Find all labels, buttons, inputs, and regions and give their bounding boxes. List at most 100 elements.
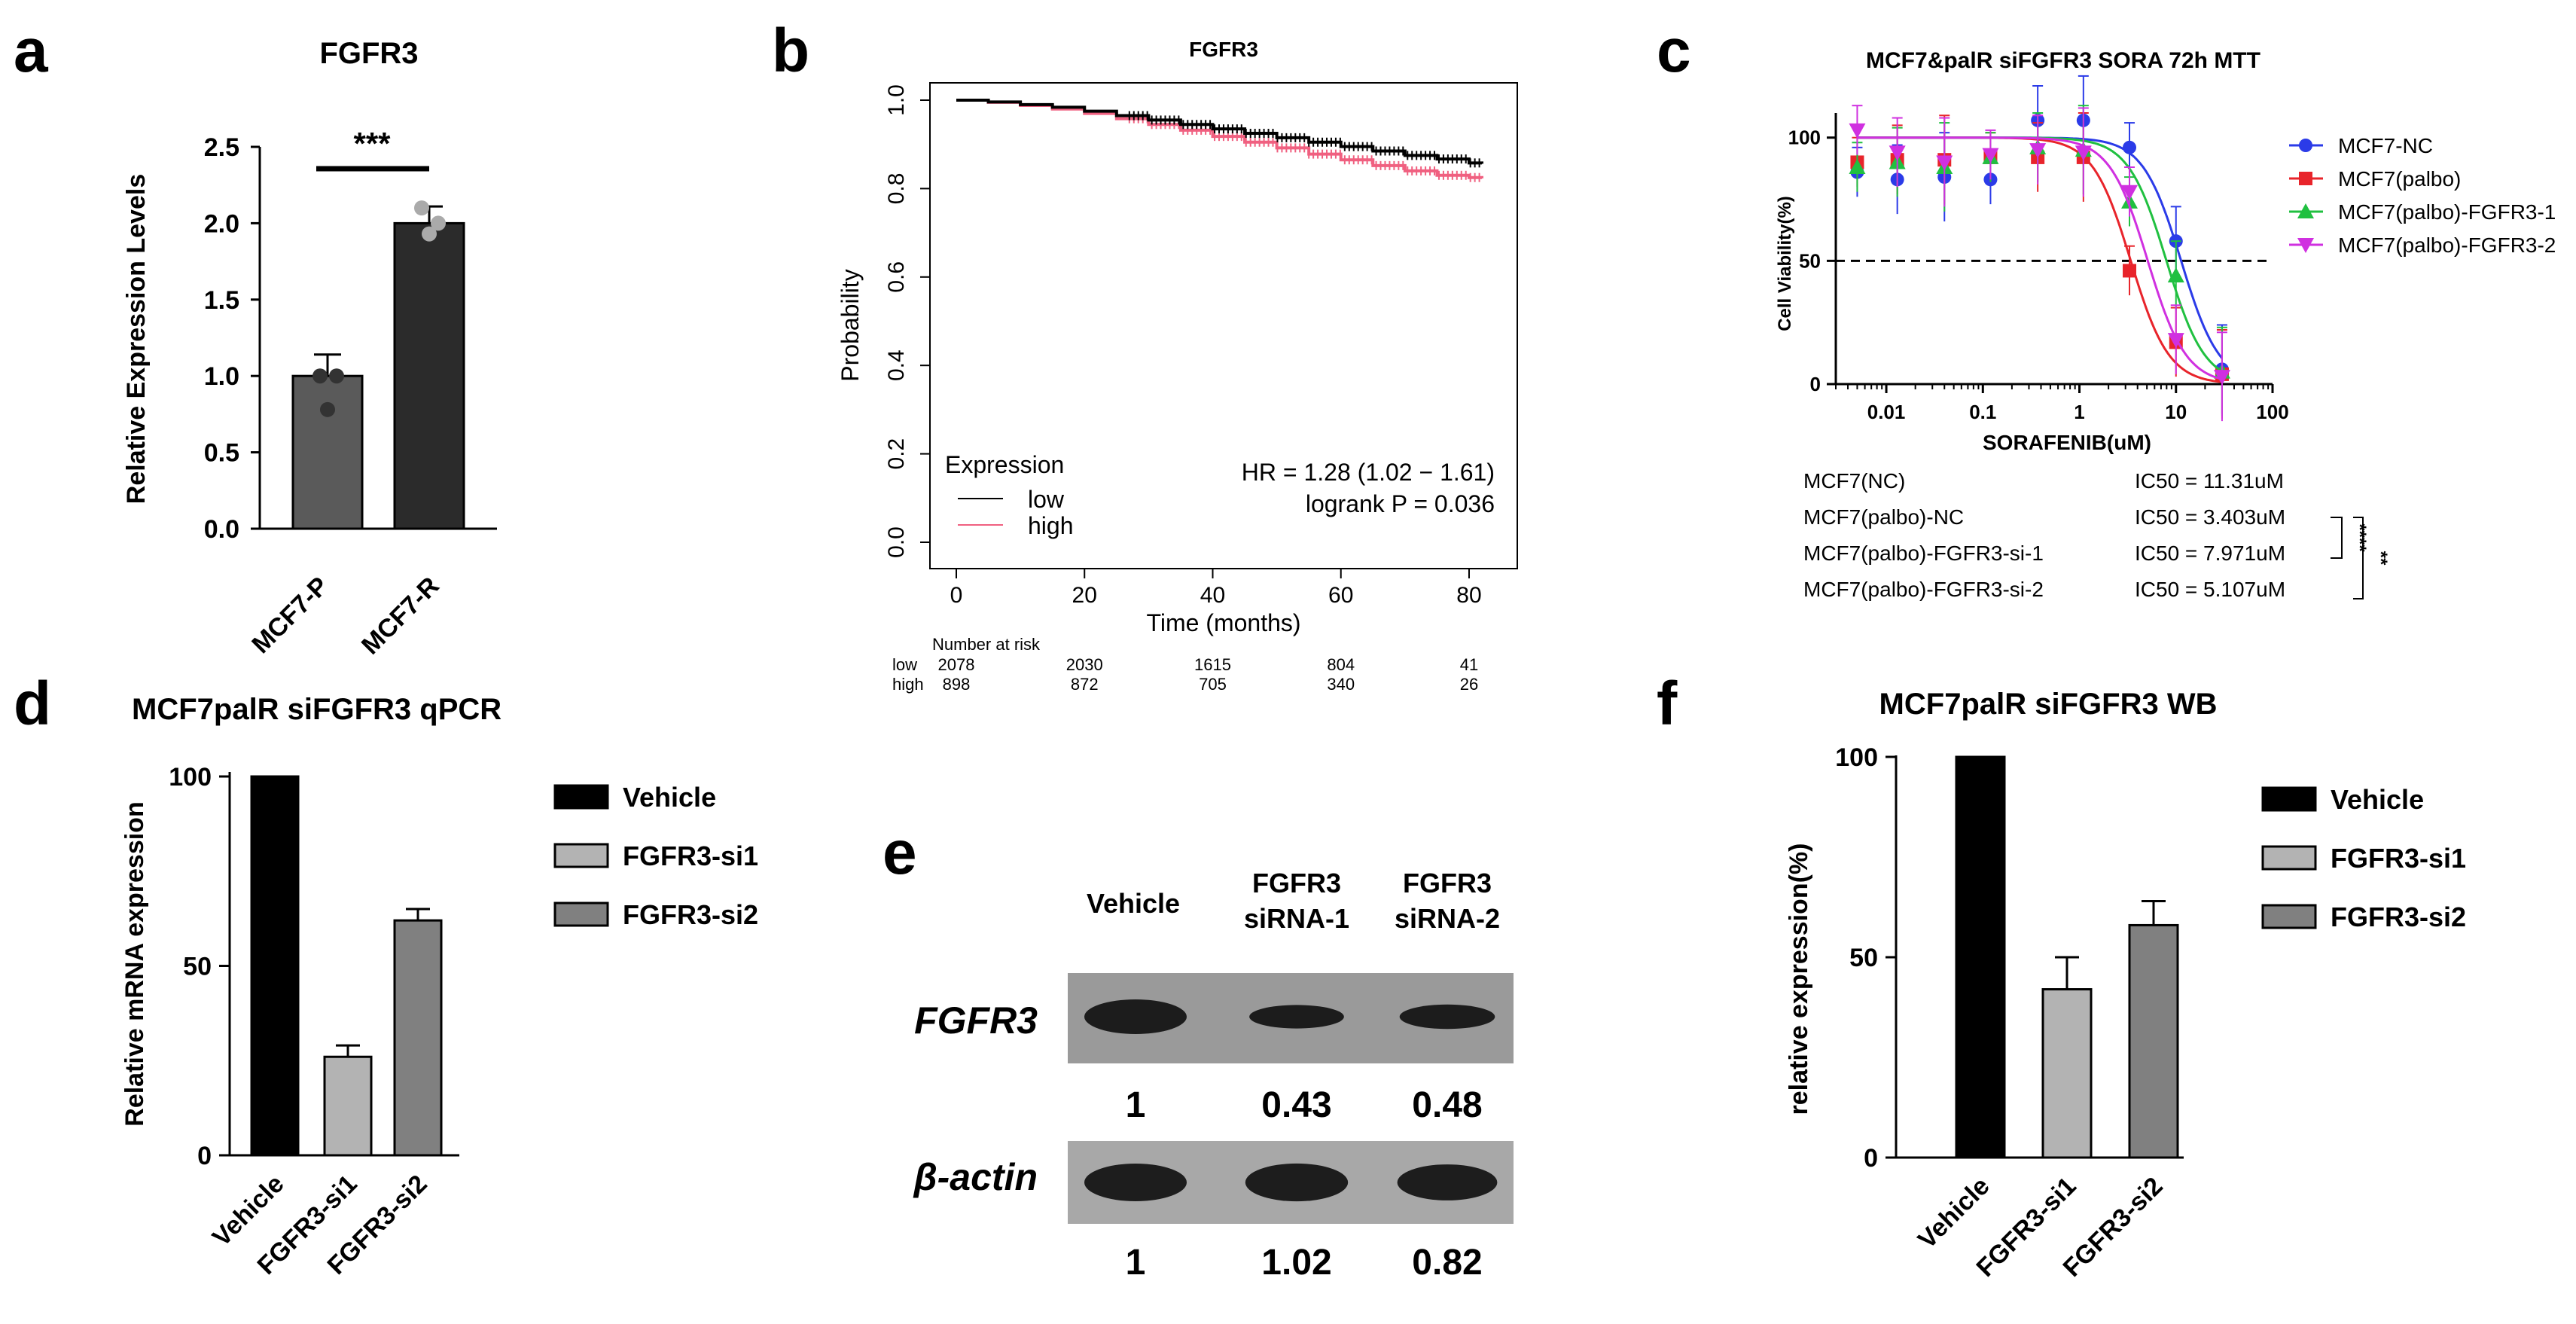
panel-e-band xyxy=(1249,1005,1344,1029)
panel-a-title: FGFR3 xyxy=(319,37,418,70)
panel-c-legend-label: MCF7-NC xyxy=(2338,134,2433,157)
panel-c-point xyxy=(2167,333,2184,349)
panel-c-point xyxy=(2297,238,2314,253)
panel-e-col-2-line1: FGFR3 xyxy=(1403,868,1492,898)
panel-b-ylabel: Probability xyxy=(837,269,864,381)
panel-a-ytick-label: 0.5 xyxy=(204,439,239,468)
panel-f-title: MCF7palR siFGFR3 WB xyxy=(1879,688,2218,721)
panel-b-risk-value: 804 xyxy=(1327,655,1355,674)
panel-c-table-value: IC50 = 3.403uM xyxy=(2135,505,2285,529)
panel-b-risk-value: 705 xyxy=(1199,675,1227,694)
panel-e-row-1-label: β-actin xyxy=(913,1156,1038,1198)
panel-e-val-1-1: 1.02 xyxy=(1261,1243,1331,1283)
panel-e: e Vehicle FGFR3 siRNA-1 FGFR3 siRNA-2 FG… xyxy=(883,819,1514,1283)
panel-c-point xyxy=(2123,264,2137,278)
panel-c-table-name: MCF7(NC) xyxy=(1803,469,1905,493)
panel-c-ytick-label: 50 xyxy=(1799,249,1821,272)
panel-a-letter: a xyxy=(14,17,49,85)
panel-f-letter: f xyxy=(1657,670,1678,738)
panel-d-bar xyxy=(393,919,443,1157)
panel-d-bar xyxy=(250,775,300,1157)
panel-e-band xyxy=(1399,1004,1495,1030)
panel-c-point xyxy=(2167,267,2184,282)
panel-c-fit-0 xyxy=(1857,136,2224,359)
panel-d-legend-label: FGFR3-si1 xyxy=(623,840,758,871)
panel-a-bar xyxy=(393,221,465,530)
panel-a-ylabel: Relative Expression Levels xyxy=(122,174,151,504)
panel-c-point xyxy=(1849,123,1866,139)
panel-c-point xyxy=(2299,139,2312,152)
panel-e-letter: e xyxy=(883,819,917,887)
panel-b-ytick-label: 1.0 xyxy=(884,84,909,116)
panel-c-sig-outer: ** xyxy=(2370,551,2391,566)
panel-f-legend-label: FGFR3-si2 xyxy=(2331,901,2466,932)
panel-a-xtick-1: MCF7-R xyxy=(356,572,445,660)
panel-d: d MCF7palR siFGFR3 qPCR Relative mRNA ex… xyxy=(14,670,758,1280)
panel-b-risk-value: 26 xyxy=(1460,675,1478,694)
panel-d-title: MCF7palR siFGFR3 qPCR xyxy=(132,693,501,726)
panel-f-xtick-label: Vehicle xyxy=(1913,1172,1995,1255)
panel-e-val-0-0: 1 xyxy=(1126,1085,1146,1125)
panel-b-risk-value: 898 xyxy=(943,675,971,694)
panel-b-risk-value: 2078 xyxy=(938,655,975,674)
panel-c-xtick-label: 10 xyxy=(2165,401,2187,423)
panel-b-risk-value: 340 xyxy=(1327,675,1355,694)
panel-c-point xyxy=(2123,140,2137,154)
panel-b-ytick-label: 0.6 xyxy=(884,261,909,293)
panel-f-legend-swatch xyxy=(2261,845,2317,871)
panel-b-ytick-label: 0.8 xyxy=(884,173,909,205)
panel-c-xtick-label: 0.1 xyxy=(1969,401,1996,423)
panel-b-xlabel: Time (months) xyxy=(1146,609,1300,636)
panel-d-ytick-label: 50 xyxy=(183,953,212,981)
panel-b-xtick-label: 20 xyxy=(1072,583,1097,608)
panel-d-ytick-label: 0 xyxy=(197,1142,212,1170)
panel-b-ytick-label: 0.4 xyxy=(884,349,909,381)
panel-c-point xyxy=(2121,185,2139,200)
panel-e-col-0: Vehicle xyxy=(1087,888,1180,919)
panel-c-ytick-label: 100 xyxy=(1788,127,1821,149)
panel-b-logrank: logrank P = 0.036 xyxy=(1306,490,1495,517)
panel-c-point xyxy=(2299,172,2312,185)
panel-e-col-1-line1: FGFR3 xyxy=(1252,868,1341,898)
panel-a-ytick-label: 1.0 xyxy=(204,362,239,391)
panel-d-letter: d xyxy=(14,670,51,738)
panel-b-risk-label: high xyxy=(892,675,924,694)
panel-b-ytick-label: 0.0 xyxy=(884,526,909,558)
panel-b-risk-value: 41 xyxy=(1460,655,1478,674)
panel-c-fit-2 xyxy=(1857,136,2223,373)
panel-a-point xyxy=(312,368,328,384)
panel-f-bar xyxy=(2128,923,2179,1159)
panel-b-legend-high: high xyxy=(1028,512,1074,539)
panel-c-xtick-label: 0.01 xyxy=(1867,401,1906,423)
panel-e-col-1-line2: siRNA-1 xyxy=(1244,903,1349,934)
panel-a: a FGFR3 Relative Expression Levels 0.0 0.… xyxy=(14,17,497,660)
panel-b-xtick-label: 60 xyxy=(1328,583,1353,608)
panel-b-ytick-label: 0.2 xyxy=(884,438,909,470)
panel-b-title: FGFR3 xyxy=(1189,38,1258,61)
panel-e-val-1-2: 0.82 xyxy=(1412,1243,1482,1283)
panel-a-point xyxy=(320,401,335,417)
panel-b-risk-label: low xyxy=(892,655,917,674)
panel-c-table-name: MCF7(palbo)-NC xyxy=(1803,505,1964,529)
panel-c-point xyxy=(1936,155,1953,171)
panel-d-legend-swatch xyxy=(553,784,609,810)
panel-f-bar xyxy=(2041,988,2093,1159)
panel-e-band xyxy=(1397,1164,1498,1200)
panel-b-risk-value: 1615 xyxy=(1194,655,1231,674)
panel-f-legend-swatch xyxy=(2261,904,2317,929)
panel-a-xtick-0: MCF7-P xyxy=(246,572,334,659)
panel-b-risk-title: Number at risk xyxy=(932,635,1041,654)
panel-d-ytick-label: 100 xyxy=(169,763,212,792)
panel-e-band xyxy=(1084,1164,1187,1201)
panel-a-bar xyxy=(291,374,364,530)
panel-c-fit-3 xyxy=(1857,136,2223,380)
panel-a-point xyxy=(422,226,437,242)
panel-c-xtick-label: 1 xyxy=(2074,401,2084,423)
panel-d-ylabel: Relative mRNA expression xyxy=(120,801,149,1126)
panel-b-legend-title: Expression xyxy=(945,451,1064,478)
panel-b-risk-value: 2030 xyxy=(1066,655,1103,674)
panel-b-plot-frame xyxy=(929,82,1518,569)
panel-a-ytick-label: 0.0 xyxy=(204,515,239,544)
panel-c-point xyxy=(1982,148,1999,163)
